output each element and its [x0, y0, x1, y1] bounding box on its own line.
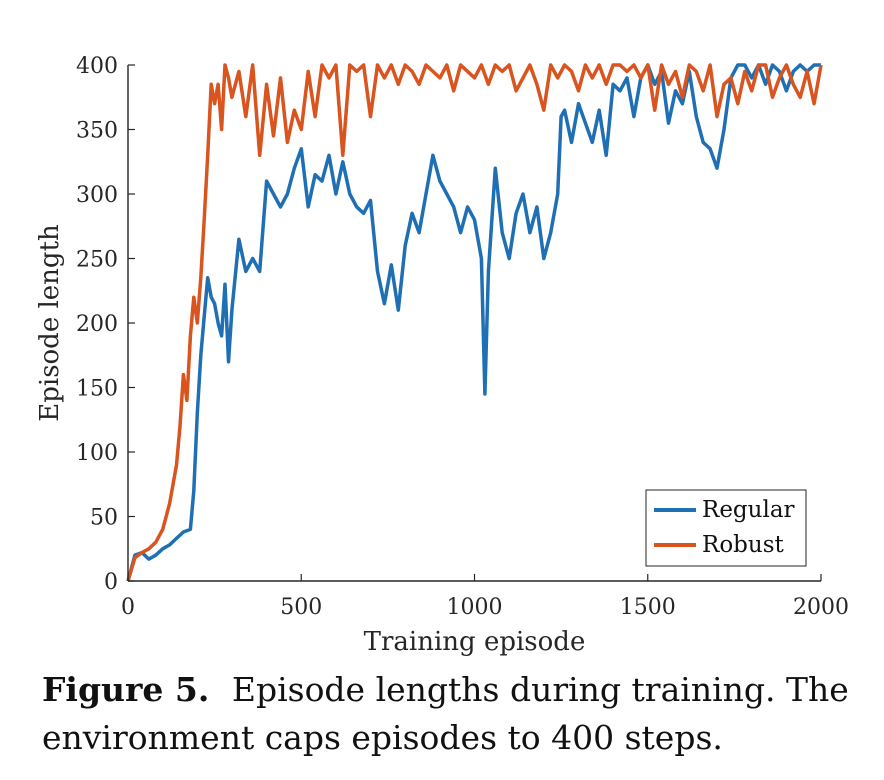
y-ticks: 0 50 100 150 200 250 300 350 400 [76, 54, 135, 595]
x-axis-label: Training episode [364, 627, 586, 657]
legend-label-robust: Robust [702, 532, 785, 558]
y-tick-label: 0 [104, 570, 118, 595]
y-tick-label: 350 [76, 119, 118, 144]
y-axis-label: Episode length [35, 224, 65, 422]
series-line-regular [126, 63, 821, 582]
y-tick-label: 250 [76, 248, 118, 273]
legend-label-regular: Regular [702, 497, 795, 523]
y-tick-label: 200 [76, 312, 118, 337]
x-tick-label: 500 [280, 595, 322, 620]
caption-label: Figure 5. [42, 670, 210, 709]
x-tick-label: 1000 [447, 595, 503, 620]
y-tick-label: 300 [76, 183, 118, 208]
legend: Regular Robust [645, 489, 807, 567]
series-line-robust [126, 63, 823, 582]
legend-box [645, 489, 807, 567]
caption-text: Episode lengths during training. The env… [42, 670, 849, 757]
x-tick-label: 0 [121, 595, 135, 620]
x-tick-label: 1500 [620, 595, 676, 620]
y-tick-label: 150 [76, 377, 118, 402]
figure-caption: Figure 5. Episode lengths during trainin… [42, 666, 852, 762]
y-tick-label: 400 [76, 54, 118, 79]
y-tick-label: 50 [90, 506, 118, 531]
series-layer [126, 63, 823, 582]
line-chart: 0 500 1000 1500 2000 0 50 100 150 200 250 300 350 40… [35, 54, 849, 657]
x-tick-label: 2000 [793, 595, 849, 620]
x-ticks: 0 500 1000 1500 2000 [121, 574, 849, 620]
y-tick-label: 100 [76, 441, 118, 466]
